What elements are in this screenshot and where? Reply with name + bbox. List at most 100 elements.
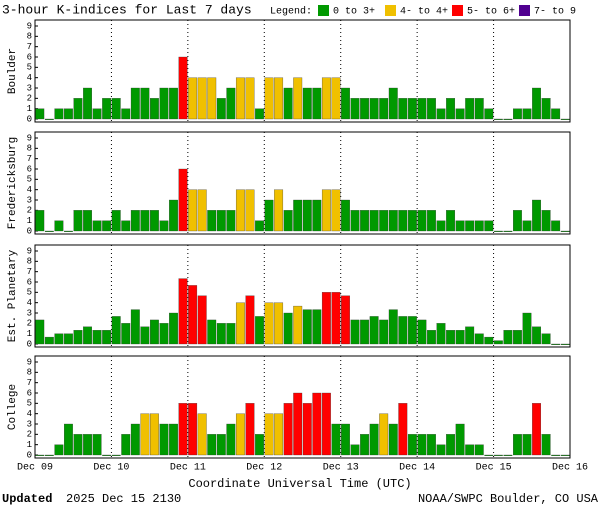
bar [274, 77, 284, 120]
bar [560, 454, 570, 456]
bar [283, 312, 293, 345]
y-tick-label: 7 [27, 42, 32, 52]
bar [64, 333, 73, 345]
bar [226, 210, 236, 232]
x-tick-label: Dec 14 [399, 463, 435, 474]
y-tick-label: 6 [27, 277, 32, 287]
bar [197, 295, 207, 345]
y-tick-label: 8 [27, 257, 32, 267]
bar [140, 413, 150, 456]
bar [398, 98, 408, 120]
bar [560, 118, 570, 120]
legend-entry: 0 to 3+ [333, 7, 375, 18]
bar [54, 220, 64, 232]
bar [407, 316, 417, 345]
bar [149, 319, 159, 345]
bar [102, 98, 112, 120]
bar [111, 454, 121, 456]
bar [178, 278, 188, 345]
y-tick-label: 2 [27, 206, 32, 216]
bar [235, 413, 245, 456]
bar [121, 108, 131, 120]
y-tick-label: 1 [27, 104, 32, 114]
bar [465, 444, 475, 456]
bar [398, 316, 408, 345]
bar [484, 220, 494, 232]
bar [83, 326, 92, 345]
bar [560, 230, 570, 232]
bar [522, 220, 532, 232]
bar [54, 444, 64, 456]
y-tick-label: 0 [27, 450, 32, 460]
bar [245, 77, 255, 120]
bar [178, 168, 188, 232]
bar [522, 312, 532, 345]
bar [274, 302, 284, 345]
bar [474, 333, 484, 345]
legend-entry: 4- to 4+ [400, 7, 448, 18]
bar [216, 210, 226, 232]
bar [455, 330, 465, 345]
updated-time: 2025 Dec 15 2130 [66, 492, 181, 506]
bar [360, 434, 370, 456]
bar [207, 434, 217, 456]
bar [264, 199, 274, 232]
bar [302, 309, 312, 345]
legend-swatch [452, 5, 463, 16]
y-tick-label: 3 [27, 195, 32, 205]
y-tick-label: 4 [27, 73, 32, 83]
bar [560, 343, 570, 345]
bar [369, 98, 379, 120]
bar [427, 98, 436, 120]
bar [341, 199, 350, 232]
bar [207, 210, 217, 232]
bar [149, 210, 159, 232]
y-tick-label: 1 [27, 216, 32, 226]
bar [331, 423, 341, 456]
panel-frame [34, 355, 571, 459]
bar [73, 98, 83, 120]
bar [341, 295, 350, 345]
bar [83, 210, 92, 232]
y-tick-label: 8 [27, 32, 32, 42]
bar [226, 323, 236, 345]
bar [388, 210, 398, 232]
bar [436, 444, 446, 456]
bar [283, 210, 293, 232]
bar [321, 292, 331, 345]
y-tick-label: 8 [27, 144, 32, 154]
bar [44, 230, 54, 232]
y-axis-label: College [7, 384, 19, 430]
x-axis-label: Coordinate Universal Time (UTC) [188, 477, 411, 491]
legend-swatch [385, 5, 396, 16]
y-tick-label: 6 [27, 52, 32, 62]
y-tick-label: 1 [27, 440, 32, 450]
bar [293, 392, 303, 456]
bar [503, 230, 513, 232]
bar [44, 336, 54, 345]
bar [188, 77, 198, 120]
bar [493, 230, 503, 232]
bar [331, 77, 341, 120]
credit: NOAA/SWPC Boulder, CO USA [418, 492, 599, 506]
bar [121, 220, 131, 232]
bar [169, 423, 178, 456]
bar [216, 323, 226, 345]
bar [427, 210, 436, 232]
bar [207, 319, 217, 345]
bar [446, 210, 456, 232]
updated-label: Updated [2, 492, 52, 506]
bar [417, 319, 427, 345]
bar [379, 210, 389, 232]
panel-frame [34, 244, 571, 348]
bar [474, 98, 484, 120]
bar [360, 319, 370, 345]
panel-frame [34, 131, 571, 235]
bar [321, 77, 331, 120]
bar [407, 434, 417, 456]
bar [178, 403, 188, 456]
bar [493, 454, 503, 456]
bar [436, 323, 446, 345]
bar [360, 210, 370, 232]
bar [312, 199, 322, 232]
